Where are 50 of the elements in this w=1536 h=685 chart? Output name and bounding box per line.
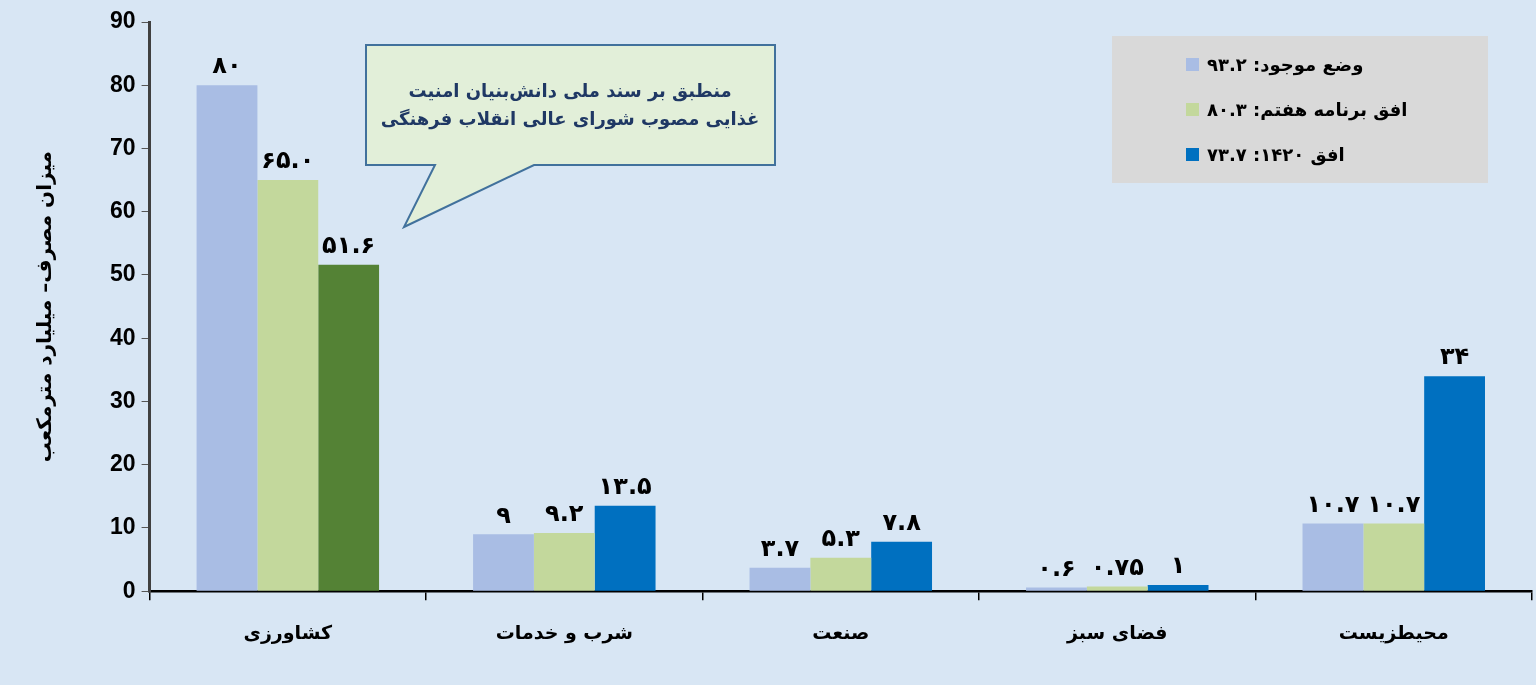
y-tick-label: 20	[109, 450, 136, 477]
data-label: ۰.۷۵	[1090, 552, 1144, 581]
bar	[196, 85, 258, 591]
y-tick-label: 0	[122, 576, 136, 603]
y-tick-label: 60	[109, 197, 136, 224]
data-label: ۳۴	[1439, 342, 1470, 371]
legend-label: افق برنامه هفتم: ۸۰.۳	[1207, 99, 1408, 120]
data-label: ۳.۷	[760, 534, 800, 563]
legend-label: افق ۱۴۲۰: ۷۳.۷	[1207, 144, 1345, 165]
bar	[533, 533, 595, 591]
bar	[871, 541, 933, 591]
bar	[1302, 523, 1364, 591]
bar	[1147, 584, 1209, 591]
data-label: ۱۰.۷	[1306, 489, 1360, 518]
x-tick-label: شرب و خدمات	[495, 620, 633, 644]
data-label: ۵۱.۶	[322, 231, 376, 260]
y-axis-title: میزان مصرف– میلیارد مترمکعب	[32, 151, 57, 463]
x-tick-label: کشاورزی	[243, 620, 334, 644]
bar	[594, 505, 656, 591]
x-tick-label: صنعت	[812, 620, 870, 643]
data-label: ۹.۲	[545, 499, 584, 528]
y-tick-label: 70	[109, 133, 136, 160]
legend-label: وضع موجود: ۹۳.۲	[1207, 54, 1364, 75]
y-tick-label: 50	[109, 260, 136, 287]
data-label: ۵.۳	[821, 523, 861, 552]
data-label: ۶۵.۰	[261, 146, 315, 175]
data-label: ۱	[1170, 551, 1186, 580]
bar	[257, 180, 319, 591]
y-tick-label: 10	[109, 513, 136, 540]
data-label: ۸۰	[212, 51, 242, 80]
bar	[810, 557, 872, 591]
y-tick-label: 90	[109, 7, 136, 34]
bar	[473, 534, 534, 591]
data-label: ۱۳.۵	[598, 472, 652, 501]
y-tick-label: 40	[109, 323, 136, 350]
data-label: ۷.۸	[882, 508, 922, 537]
annotation: منطبق بر سند ملی دانش‌بنیان امنیت غذایی مصوب شورای عالی انقلاب فرهنگی	[379, 79, 761, 132]
bar	[318, 264, 380, 591]
y-tick-label: 30	[109, 386, 136, 413]
data-label: ۹	[496, 500, 512, 529]
data-label: ۰.۶	[1037, 553, 1076, 582]
bar	[749, 567, 811, 591]
x-tick-label: محیطزیست	[1338, 620, 1449, 644]
bar	[1363, 523, 1425, 591]
bar	[1086, 586, 1148, 591]
bar	[1026, 587, 1087, 591]
x-tick-label: فضای سبز	[1065, 620, 1168, 644]
y-tick-label: 80	[109, 70, 136, 97]
data-label: ۱۰.۷	[1367, 489, 1421, 518]
bar	[1424, 376, 1485, 591]
